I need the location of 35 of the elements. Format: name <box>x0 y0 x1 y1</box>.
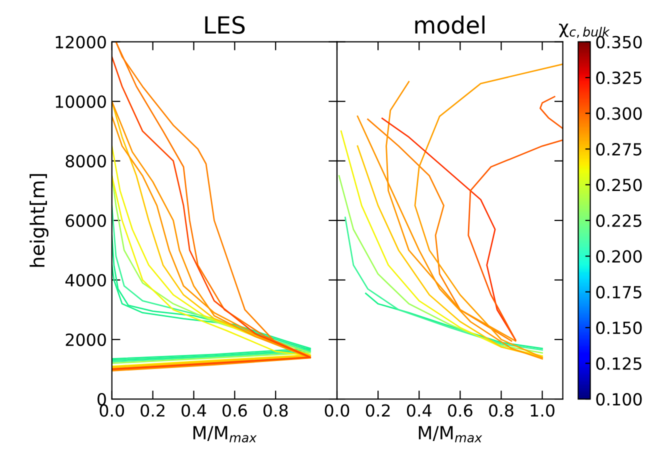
x-tick-label: 0.8 <box>263 404 288 417</box>
color-bar-label: 0.300 <box>596 107 642 120</box>
color-bar-label: 0.100 <box>596 392 642 406</box>
x-tick-label: 0.4 <box>406 404 432 417</box>
color-bar-label: 0.325 <box>596 72 642 84</box>
y-tick-label: 8000 <box>66 154 106 168</box>
color-bar-label: 0.275 <box>596 142 642 156</box>
x-axis-title: M/M$_{max}$ <box>193 426 257 442</box>
color-bar-label: 0.350 <box>596 36 642 48</box>
color-bar-label: 0.125 <box>596 357 642 370</box>
color-bar-label: 0.250 <box>596 178 642 192</box>
x-tick-label: 0.2 <box>366 404 390 417</box>
y-tick-label: 0 <box>98 392 106 406</box>
x-tick-label: 1.0 <box>530 404 554 417</box>
color-bar-label: 0.200 <box>596 250 642 263</box>
x-tick-label: 0.8 <box>489 404 514 417</box>
y-tick-label: 2000 <box>66 333 106 346</box>
x-tick-label: 0.6 <box>448 404 472 417</box>
x-tick-label: 0.6 <box>222 404 247 417</box>
y-tick-label: 10000 <box>56 95 106 108</box>
x-tick-label: 0.4 <box>182 404 206 417</box>
x-tick-label: 0.2 <box>140 404 164 417</box>
y-axis-title: height[m] <box>30 174 48 267</box>
color-bar-label: 0.150 <box>596 322 642 334</box>
y-tick-label: 6000 <box>66 214 106 228</box>
x-axis-title: M/M$_{max}$ <box>418 426 482 442</box>
y-tick-label: 4000 <box>65 274 106 287</box>
y-tick-label: 12000 <box>56 36 106 48</box>
chart-title: model <box>415 16 484 34</box>
chart-title: LES <box>205 16 245 34</box>
color-bar-title: χ$_{c,bulk}$ <box>559 24 610 38</box>
x-tick-label: 0.0 <box>100 404 124 417</box>
color-bar-label: 0.175 <box>596 286 642 298</box>
x-tick-label: 0.0 <box>324 404 350 417</box>
color-bar-label: 0.225 <box>596 214 642 228</box>
